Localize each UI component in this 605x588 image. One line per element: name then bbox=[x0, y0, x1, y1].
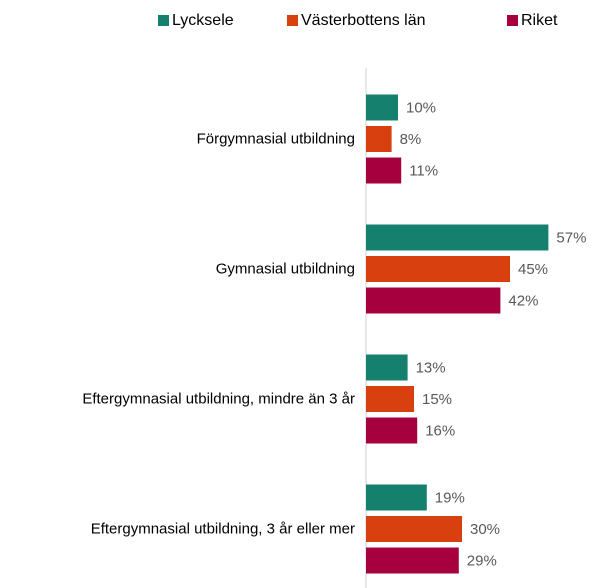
value-label: 15% bbox=[422, 391, 452, 408]
category-label: Eftergymnasial utbildning, 3 år eller me… bbox=[0, 520, 355, 539]
value-label: 19% bbox=[435, 489, 465, 506]
bar bbox=[366, 417, 418, 444]
bar bbox=[366, 126, 392, 152]
value-label: 42% bbox=[508, 292, 538, 309]
category-text: Eftergymnasial utbildning, mindre än 3 å… bbox=[82, 390, 355, 408]
legend-swatch bbox=[287, 15, 298, 26]
bar bbox=[366, 157, 402, 184]
category-label: Förgymnasial utbildning bbox=[0, 130, 355, 149]
category-label: Gymnasial utbildning bbox=[0, 260, 355, 279]
bar bbox=[366, 287, 501, 314]
bar bbox=[366, 386, 414, 412]
value-label: 11% bbox=[409, 162, 438, 179]
legend-swatch bbox=[158, 15, 169, 26]
value-label: 10% bbox=[406, 99, 436, 116]
value-label: 16% bbox=[425, 422, 455, 439]
legend-swatch bbox=[507, 15, 518, 26]
bar bbox=[366, 516, 462, 542]
bar bbox=[366, 256, 510, 282]
value-label: 30% bbox=[470, 521, 500, 538]
category-text: Förgymnasial utbildning bbox=[196, 130, 355, 148]
category-text: Gymnasial utbildning bbox=[215, 260, 355, 278]
value-label: 8% bbox=[400, 131, 422, 148]
category-text: Eftergymnasial utbildning, 3 år eller me… bbox=[90, 520, 355, 538]
value-label: 29% bbox=[467, 552, 497, 569]
category-label: Eftergymnasial utbildning, mindre än 3 å… bbox=[0, 390, 355, 409]
bar bbox=[366, 354, 408, 381]
bar bbox=[366, 484, 427, 511]
bar bbox=[366, 224, 549, 251]
legend-label: Västerbottens län bbox=[301, 12, 426, 29]
bar bbox=[366, 94, 398, 121]
bar bbox=[366, 547, 459, 574]
value-label: 13% bbox=[416, 359, 446, 376]
value-label: 45% bbox=[518, 261, 548, 278]
legend-label: Riket bbox=[521, 12, 558, 29]
legend-label: Lycksele bbox=[172, 12, 234, 29]
value-label: 57% bbox=[556, 229, 586, 246]
